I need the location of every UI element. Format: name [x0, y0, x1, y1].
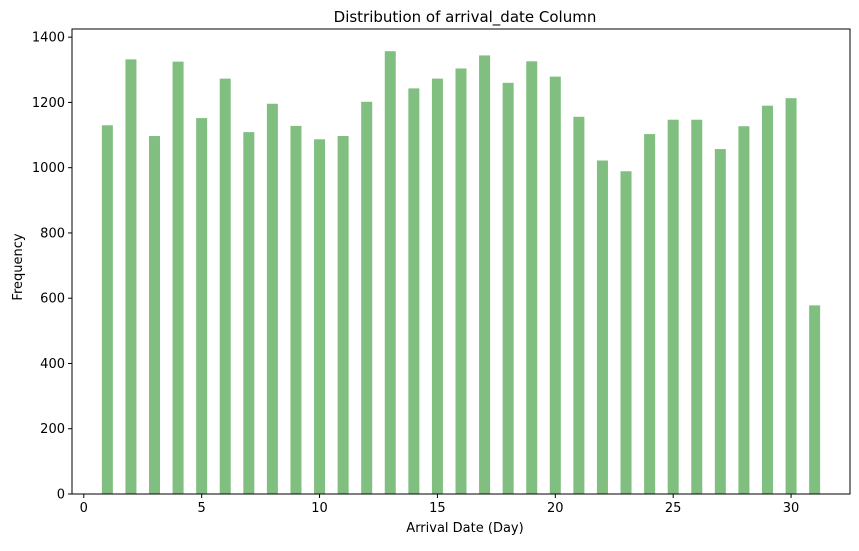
x-tick-label: 25 [665, 501, 682, 516]
bars-layer [101, 51, 821, 495]
bar-day-26 [691, 119, 703, 494]
y-tick-label: 600 [40, 292, 65, 307]
bar-day-11 [337, 136, 349, 494]
bar-day-27 [714, 149, 726, 494]
bar-day-17 [479, 55, 491, 495]
y-tick-label: 800 [40, 226, 65, 241]
bar-day-31 [809, 305, 821, 494]
x-tick-label: 15 [429, 501, 446, 516]
x-axis-title: Arrival Date (Day) [406, 521, 523, 536]
y-tick-label: 1000 [32, 161, 65, 176]
bar-day-16 [455, 68, 467, 494]
bar-day-30 [785, 98, 797, 495]
bar-day-14 [408, 88, 420, 494]
bar-day-1 [101, 125, 113, 494]
bar-day-4 [172, 61, 184, 494]
bar-day-29 [761, 105, 773, 495]
bar-day-6 [219, 78, 231, 494]
x-tick-label: 30 [783, 501, 800, 516]
bar-day-8 [266, 103, 278, 494]
bar-day-12 [361, 101, 373, 495]
bar-day-18 [502, 82, 514, 494]
bar-day-2 [125, 59, 137, 494]
x-tick-label: 0 [80, 501, 88, 516]
x-tick-label: 5 [198, 501, 206, 516]
y-tick-label: 400 [40, 357, 65, 372]
x-tick-label: 10 [311, 501, 328, 516]
bar-day-3 [149, 136, 161, 494]
bar-day-25 [667, 119, 679, 494]
bar-day-22 [596, 160, 608, 494]
y-axis-title: Frequency [11, 233, 26, 300]
bar-day-28 [738, 126, 750, 495]
y-tick-label: 1200 [32, 96, 65, 111]
bar-day-24 [644, 134, 656, 494]
y-tick-label: 200 [40, 422, 65, 437]
bar-day-23 [620, 171, 632, 494]
bar-day-10 [314, 139, 326, 495]
y-tick-label: 1400 [32, 31, 65, 46]
bar-day-5 [196, 118, 208, 494]
bar-day-15 [431, 78, 443, 494]
plot-frame [71, 28, 851, 495]
x-tick-label: 20 [547, 501, 564, 516]
bar-day-21 [573, 116, 585, 494]
bar-day-7 [243, 132, 255, 494]
chart-title: Distribution of arrival_date Column [334, 8, 597, 27]
bar-day-19 [526, 61, 538, 495]
y-tick-label: 0 [57, 488, 65, 503]
bar-day-20 [549, 76, 561, 494]
bar-day-9 [290, 125, 302, 495]
axes-layer: 0 5 10 15 20 25 30 0 200 400 600 800 1000 1200 1400 [32, 28, 851, 516]
bar-day-13 [384, 51, 396, 494]
